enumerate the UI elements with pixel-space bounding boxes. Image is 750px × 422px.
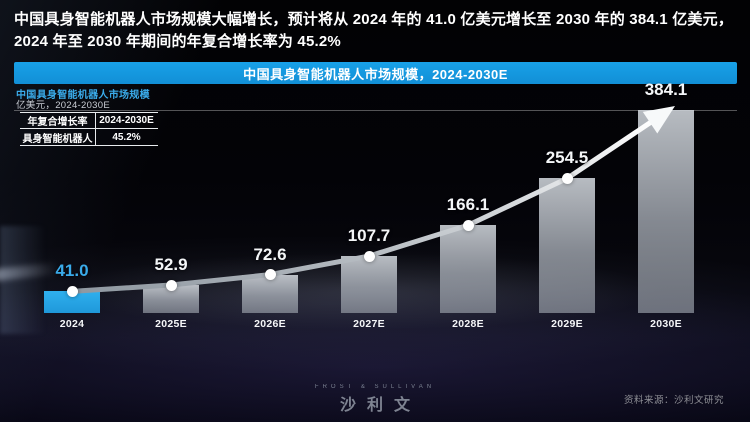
data-source-note: 资料来源：沙利文研究 [623, 395, 724, 406]
bar-2026E [242, 274, 298, 313]
bar-2028E [440, 225, 496, 313]
value-label-2027E: 107.7 [347, 226, 391, 246]
frost-sullivan-logo: FROST & SULLIVAN 沙利文 [0, 384, 750, 415]
cagr-legend-table: 年复合增长率 2024-2030E 具身智能机器人 45.2% [20, 112, 158, 146]
data-point-2024 [66, 285, 78, 297]
legend-data-row: 具身智能机器人 45.2% [20, 129, 158, 145]
legend-header-period: 2024-2030E [99, 115, 154, 126]
x-axis-label-2029E: 2029E [551, 318, 583, 330]
top-gridline [14, 110, 737, 111]
logo-chinese-text: 沙利文 [339, 397, 421, 414]
x-axis-label-2028E: 2028E [452, 318, 484, 330]
value-label-2026E: 72.6 [253, 244, 287, 264]
chart-banner: 中国具身智能机器人市场规模，2024-2030E [14, 62, 737, 84]
value-label-2029E: 254.5 [545, 148, 589, 168]
bar-2024 [44, 291, 100, 313]
legend-series-name: 具身智能机器人 [20, 129, 96, 145]
legend-header-metric: 年复合增长率 [20, 113, 96, 128]
data-point-2025E [165, 279, 177, 291]
x-axis-label-2030E: 2030E [650, 318, 682, 330]
bar-2027E [341, 256, 397, 313]
data-point-2027E [363, 250, 375, 262]
bar-2029E [539, 178, 595, 313]
data-point-2026E [264, 269, 276, 281]
data-point-2029E [561, 172, 573, 184]
chart-header-title: 中国具身智能机器人市场规模 [16, 90, 150, 101]
background-streak-band [0, 226, 46, 334]
value-label-2024: 41.0 [55, 261, 89, 281]
x-axis-label-2025E: 2025E [155, 318, 187, 330]
trend-arrowhead [642, 106, 675, 134]
legend-cagr-value: 45.2% [112, 131, 141, 143]
chart-header-subtitle: 亿美元，2024-2030E [16, 100, 110, 111]
bar-2030E [638, 110, 694, 313]
value-label-2030E: 384.1 [644, 80, 688, 99]
data-point-2028E [462, 219, 474, 231]
x-axis-label-2026E: 2026E [254, 318, 286, 330]
x-axis-label-2027E: 2027E [353, 318, 385, 330]
value-label-2025E: 52.9 [154, 255, 188, 275]
logo-english-text: FROST & SULLIVAN [314, 384, 436, 390]
page-title: 中国具身智能机器人市场规模大幅增长，预计将从 2024 年的 41.0 亿美元增… [14, 11, 734, 50]
x-axis-label-2024: 2024 [59, 318, 85, 330]
legend-header-row: 年复合增长率 2024-2030E [20, 113, 158, 129]
value-label-2028E: 166.1 [446, 195, 490, 215]
